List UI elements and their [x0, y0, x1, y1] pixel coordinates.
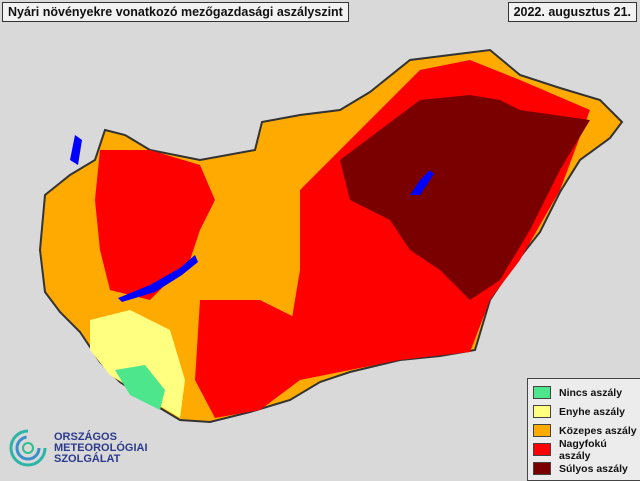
- legend-item-severe: Nagyfokú aszály: [533, 437, 640, 462]
- legend-item-extreme: Súlyos aszály: [533, 459, 640, 478]
- map-title: Nyári növényekre vonatkozó mezőgazdasági…: [2, 2, 349, 22]
- legend-swatch: [533, 443, 551, 456]
- legend-label: Nincs aszály: [559, 386, 623, 399]
- legend-label: Közepes aszály: [559, 424, 637, 437]
- map-date: 2022. augusztus 21.: [507, 2, 637, 22]
- no-drought-region: [115, 365, 165, 410]
- logo-text: SZOLGÁLAT: [54, 452, 121, 465]
- legend-item-mild: Enyhe aszály: [533, 402, 640, 421]
- legend: Nincs aszály Enyhe aszály Közepes aszály…: [527, 378, 640, 481]
- severe-drought-region: [95, 150, 215, 300]
- severe-drought-region: [195, 300, 300, 418]
- legend-swatch: [533, 405, 551, 418]
- logo-text: ORSZÁGOS: [54, 430, 117, 443]
- legend-swatch: [533, 462, 551, 475]
- lake-tisza: [410, 170, 434, 195]
- legend-label: Enyhe aszály: [559, 405, 625, 418]
- legend-item-moderate: Közepes aszály: [533, 421, 640, 440]
- lake-fertő: [70, 135, 82, 165]
- logo-spiral-icon: [9, 429, 47, 467]
- legend-label: Súlyos aszály: [559, 462, 628, 475]
- legend-swatch: [533, 386, 551, 399]
- legend-swatch: [533, 424, 551, 437]
- extreme-drought-region: [340, 95, 590, 300]
- legend-item-none: Nincs aszály: [533, 383, 640, 402]
- omsz-logo: ORSZÁGOS METEOROLÓGIAI SZOLGÁLAT: [8, 428, 148, 468]
- logo-text: METEOROLÓGIAI: [54, 441, 148, 454]
- lake-balaton: [118, 255, 198, 302]
- legend-label: Nagyfokú aszály: [558, 437, 607, 462]
